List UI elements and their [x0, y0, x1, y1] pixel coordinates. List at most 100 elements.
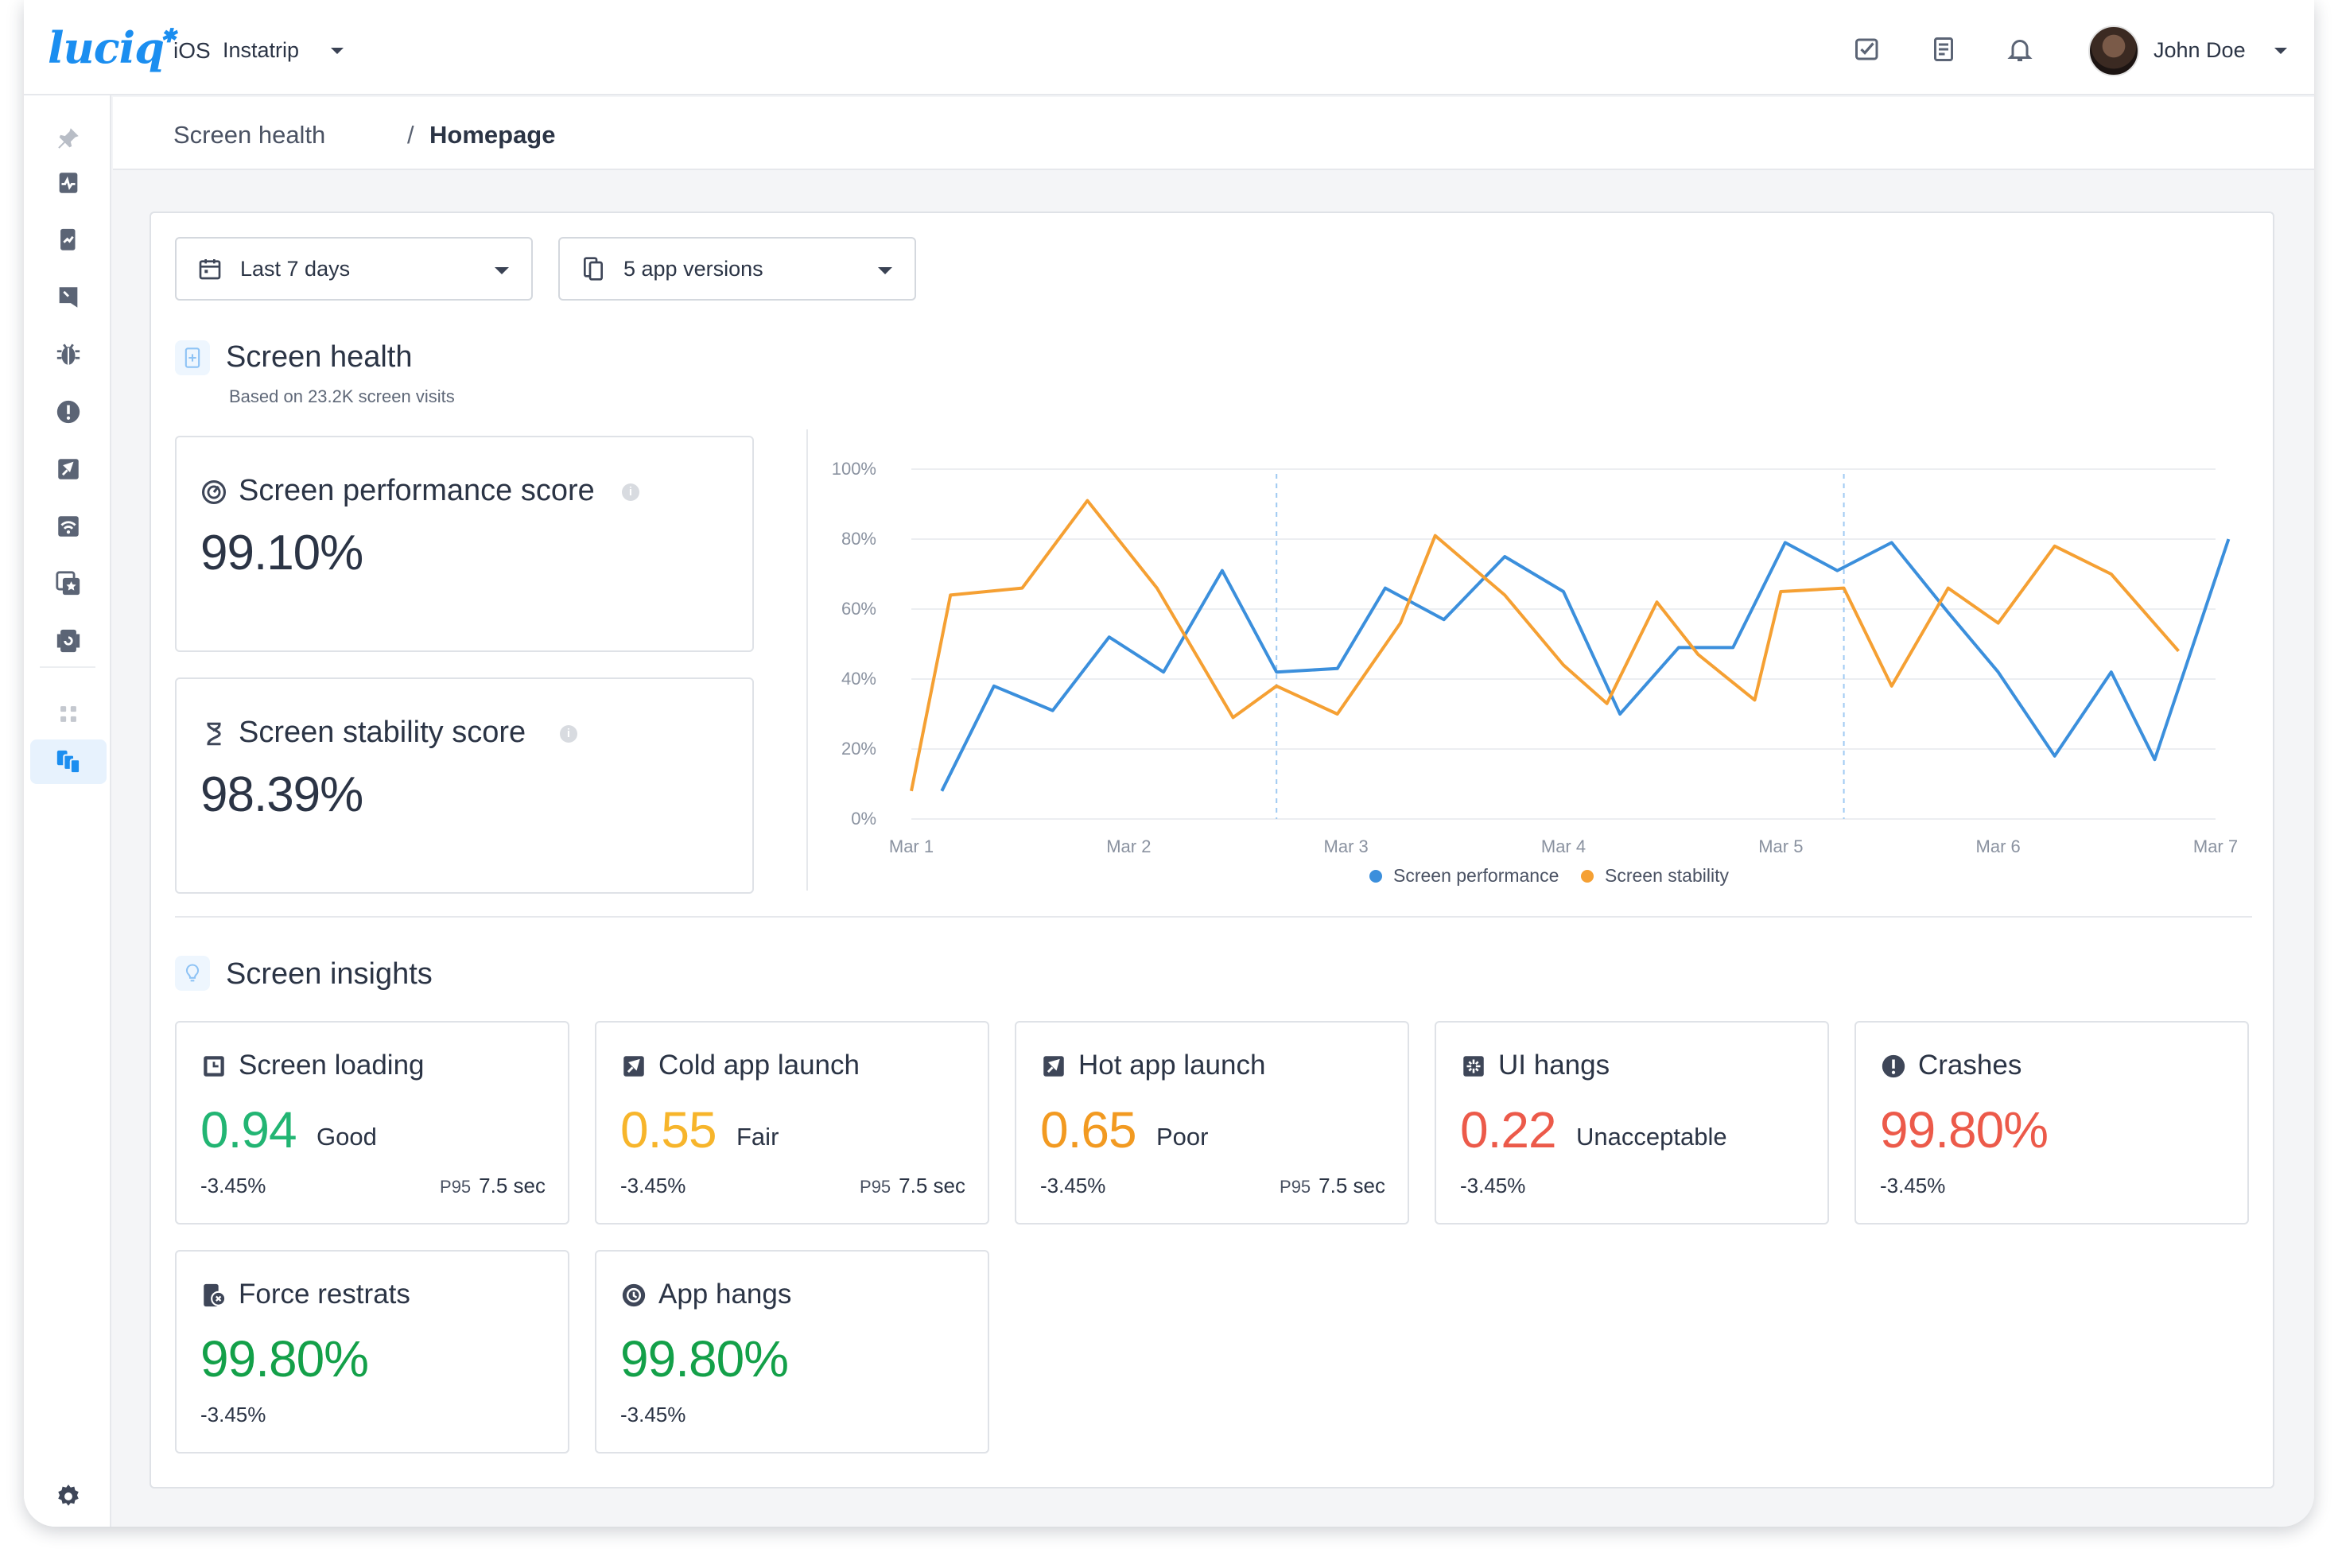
section-divider: [175, 916, 2252, 918]
app-health-icon[interactable]: [46, 161, 91, 205]
chevron-down-icon[interactable]: [331, 48, 344, 54]
legend-dot-stability: [1581, 869, 1594, 883]
x-tick-label: Mar 5: [1758, 836, 1803, 856]
insight-delta: -3.45%: [1460, 1174, 1526, 1197]
info-icon[interactable]: i: [622, 483, 639, 501]
screen-health-subtitle: Based on 23.2K screen visits: [229, 386, 455, 406]
stability-score-card[interactable]: Screen stability score i 98.39%: [175, 677, 754, 894]
main-content: Last 7 days 5 app versions Screen health…: [150, 212, 2274, 1488]
app-selector[interactable]: Instatrip: [223, 38, 300, 62]
breadcrumb-separator: /: [407, 121, 414, 149]
p95-label: P95: [860, 1177, 891, 1197]
insight-p95: P95 7.5 sec: [1280, 1174, 1385, 1198]
avatar[interactable]: [2088, 25, 2139, 76]
versions-icon: [584, 257, 603, 281]
insight-title: Force restrats: [239, 1279, 410, 1310]
insight-value: 0.94: [200, 1101, 297, 1159]
app-versions-dropdown[interactable]: 5 app versions: [558, 237, 916, 301]
alert-icon[interactable]: [46, 390, 91, 434]
network-icon[interactable]: [46, 504, 91, 549]
release-icon[interactable]: [46, 619, 91, 663]
lightbulb-icon: [175, 956, 210, 991]
force-restart-icon: [204, 1283, 227, 1307]
breadcrumb-current: Homepage: [429, 121, 556, 149]
x-tick-label: Mar 1: [889, 836, 934, 856]
insight-rating: Good: [317, 1123, 377, 1151]
performance-score-card[interactable]: Screen performance score i 99.10%: [175, 436, 754, 652]
stability-score-title: Screen stability score: [239, 716, 526, 749]
legend-item-performance[interactable]: Screen performance: [1369, 865, 1559, 887]
insight-value: 0.55: [620, 1101, 717, 1159]
cold-launch-icon: [623, 1056, 644, 1077]
pin-icon[interactable]: [46, 116, 91, 161]
p95-value: 7.5 sec: [479, 1174, 546, 1197]
series-line-performance: [940, 538, 2231, 792]
screen-loading-icon: [204, 1056, 224, 1077]
app-hangs-icon: [622, 1283, 646, 1307]
legend-label-performance: Screen performance: [1393, 865, 1559, 886]
legend-dot-performance: [1369, 869, 1382, 883]
insight-value: 0.65: [1040, 1101, 1137, 1159]
surveys-icon[interactable]: [46, 561, 91, 606]
crashes-bug-icon[interactable]: [46, 332, 91, 377]
p95-label: P95: [440, 1177, 472, 1197]
screen-health-icon: [175, 340, 210, 375]
y-tick-label: 20%: [841, 739, 876, 759]
y-tick-label: 0%: [851, 809, 876, 829]
insight-card-crashes[interactable]: Crashes 99.80% -3.45%: [1854, 1021, 2249, 1225]
screen-health-title: Screen health: [226, 340, 413, 374]
insight-title: UI hangs: [1498, 1050, 1610, 1081]
insight-card-ui-hangs[interactable]: UI hangs 0.22 Unacceptable -3.45%: [1435, 1021, 1829, 1225]
x-tick-label: Mar 6: [1976, 836, 2021, 856]
insight-value: 0.22: [1460, 1101, 1557, 1159]
tasks-check-icon[interactable]: [1853, 35, 1882, 64]
insight-card-app-hangs[interactable]: App hangs 99.80% -3.45%: [595, 1250, 989, 1454]
breadcrumb-parent-link[interactable]: Screen health: [173, 121, 326, 149]
app-window: luciq✱ iOS Instatrip John Doe: [24, 0, 2314, 1527]
insight-title: Cold app launch: [658, 1050, 860, 1081]
app-performance-icon[interactable]: [46, 218, 91, 262]
hourglass-icon: [207, 722, 221, 746]
release-notes-icon[interactable]: [1929, 35, 1958, 64]
legend-label-stability: Screen stability: [1605, 865, 1729, 886]
screens-icon[interactable]: [30, 739, 107, 784]
insight-card-force-restarts[interactable]: Force restrats 99.80% -3.45%: [175, 1250, 569, 1454]
ui-hangs-icon: [1463, 1056, 1484, 1077]
user-menu-chevron-icon[interactable]: [2274, 48, 2287, 54]
y-tick-label: 100%: [832, 459, 876, 479]
date-range-dropdown[interactable]: Last 7 days: [175, 237, 533, 301]
y-tick-label: 60%: [841, 599, 876, 619]
hot-launch-icon: [1043, 1056, 1064, 1077]
insight-delta: -3.45%: [200, 1174, 266, 1197]
y-tick-label: 40%: [841, 669, 876, 689]
insight-p95: P95 7.5 sec: [860, 1174, 965, 1198]
user-name[interactable]: John Doe: [2154, 38, 2246, 62]
y-tick-label: 80%: [841, 529, 876, 549]
chevron-down-icon: [878, 267, 892, 274]
line-chart[interactable]: 100% 80% 60% 40% 20% 0% Mar 1 Mar 2 Mar 3 Mar 4 Ma…: [808, 429, 2239, 891]
insight-value: 99.80%: [200, 1330, 369, 1388]
insight-title: Hot app launch: [1078, 1050, 1266, 1081]
brand-logo[interactable]: luciq✱: [48, 22, 177, 73]
performance-score-title: Screen performance score: [239, 474, 595, 507]
app-launch-icon[interactable]: [46, 447, 91, 491]
insight-rating: Fair: [736, 1123, 779, 1151]
stability-score-value: 98.39%: [200, 767, 363, 822]
sidebar: [24, 95, 111, 1527]
p95-value: 7.5 sec: [1319, 1174, 1385, 1197]
legend-item-stability[interactable]: Screen stability: [1581, 865, 1729, 887]
calendar-icon: [199, 259, 221, 280]
sidebar-divider: [40, 666, 95, 668]
info-icon[interactable]: i: [560, 725, 577, 743]
bell-icon[interactable]: [2006, 35, 2034, 64]
screen-health-chart[interactable]: 100% 80% 60% 40% 20% 0% Mar 1 Mar 2 Mar 3 Mar 4 Ma…: [806, 429, 2238, 891]
bug-reports-icon[interactable]: [46, 275, 91, 320]
insight-delta: -3.45%: [200, 1403, 266, 1426]
gauge-icon: [201, 479, 227, 505]
insight-card-hot-app-launch[interactable]: Hot app launch 0.65 Poor -3.45% P95 7.5 s…: [1015, 1021, 1409, 1225]
insight-title: Screen loading: [239, 1050, 425, 1081]
insight-card-cold-app-launch[interactable]: Cold app launch 0.55 Fair -3.45% P95 7.5 …: [595, 1021, 989, 1225]
gear-icon[interactable]: [46, 1474, 91, 1519]
apps-grid-icon[interactable]: [46, 692, 91, 736]
insight-card-screen-loading[interactable]: Screen loading 0.94 Good -3.45% P95 7.5 s…: [175, 1021, 569, 1225]
